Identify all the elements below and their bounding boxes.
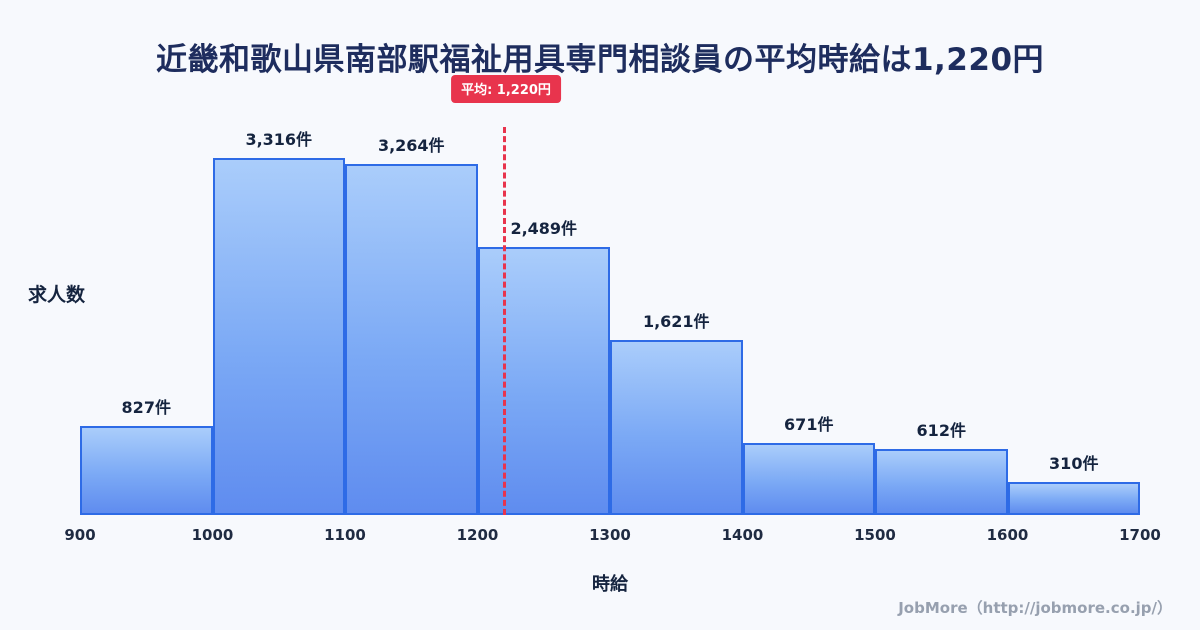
x-tick-label: 1600 bbox=[986, 526, 1029, 544]
bar-value-label: 310件 bbox=[1049, 453, 1099, 473]
histogram-bar bbox=[742, 442, 875, 515]
histogram-bin: 310件 bbox=[1007, 158, 1140, 515]
histogram-bin: 3,316件 bbox=[212, 130, 345, 515]
x-tick-label: 1300 bbox=[589, 526, 631, 544]
bar-value-label: 3,264件 bbox=[377, 135, 445, 155]
x-tick-label: 1700 bbox=[1119, 526, 1161, 544]
histogram-bin: 671件 bbox=[742, 158, 875, 515]
histogram-bar bbox=[875, 449, 1008, 515]
footer-credit: JobMore（http://jobmore.co.jp/） bbox=[898, 599, 1172, 617]
x-tick-label: 1500 bbox=[854, 526, 896, 544]
x-tick-label: 900 bbox=[64, 526, 96, 544]
average-badge: 平均: 1,220円 bbox=[451, 75, 561, 103]
bar-value-label: 671件 bbox=[784, 414, 834, 434]
histogram-bin: 3,264件 bbox=[345, 136, 478, 515]
histogram-bar bbox=[1007, 481, 1140, 515]
histogram: 827件 3,316件 3,264件 2,489件 1,621件 671件 612件 310件… bbox=[64, 75, 1161, 560]
page-title: 近畿和歌山県南部駅福祉用具専門相談員の平均時給は1,220円 bbox=[155, 42, 1045, 78]
bar-value-label: 1,621件 bbox=[642, 312, 710, 332]
bar-value-label: 3,316件 bbox=[245, 130, 313, 149]
average-line: 平均: 1,220円 bbox=[451, 75, 561, 515]
histogram-bin: 1,621件 bbox=[610, 158, 743, 515]
histogram-bin: 612件 bbox=[875, 158, 1008, 515]
x-axis-label: 時給 bbox=[592, 574, 628, 595]
bar-value-label: 2,489件 bbox=[510, 219, 578, 239]
histogram-bar bbox=[345, 163, 478, 515]
bar-value-label: 612件 bbox=[916, 421, 966, 441]
histogram-bar bbox=[477, 247, 610, 515]
bar-value-label: 827件 bbox=[121, 397, 171, 417]
x-tick-label: 1400 bbox=[721, 526, 764, 544]
histogram-bars: 827件 3,316件 3,264件 2,489件 1,621件 671件 612件 310件 bbox=[80, 130, 1140, 515]
x-tick-label: 1200 bbox=[456, 526, 499, 544]
x-tick-label: 1100 bbox=[324, 526, 366, 544]
x-axis-ticks: 900 1000 1100 1200 1300 1400 1500 1600 1700 bbox=[64, 526, 1161, 546]
histogram-bin: 2,489件 bbox=[477, 158, 610, 515]
histogram-bar bbox=[212, 158, 345, 515]
y-axis-label: 求人数 bbox=[28, 284, 86, 306]
histogram-bar bbox=[80, 425, 213, 515]
x-tick-label: 1000 bbox=[191, 526, 234, 544]
histogram-bin: 827件 bbox=[80, 158, 213, 515]
histogram-bar bbox=[610, 340, 743, 515]
